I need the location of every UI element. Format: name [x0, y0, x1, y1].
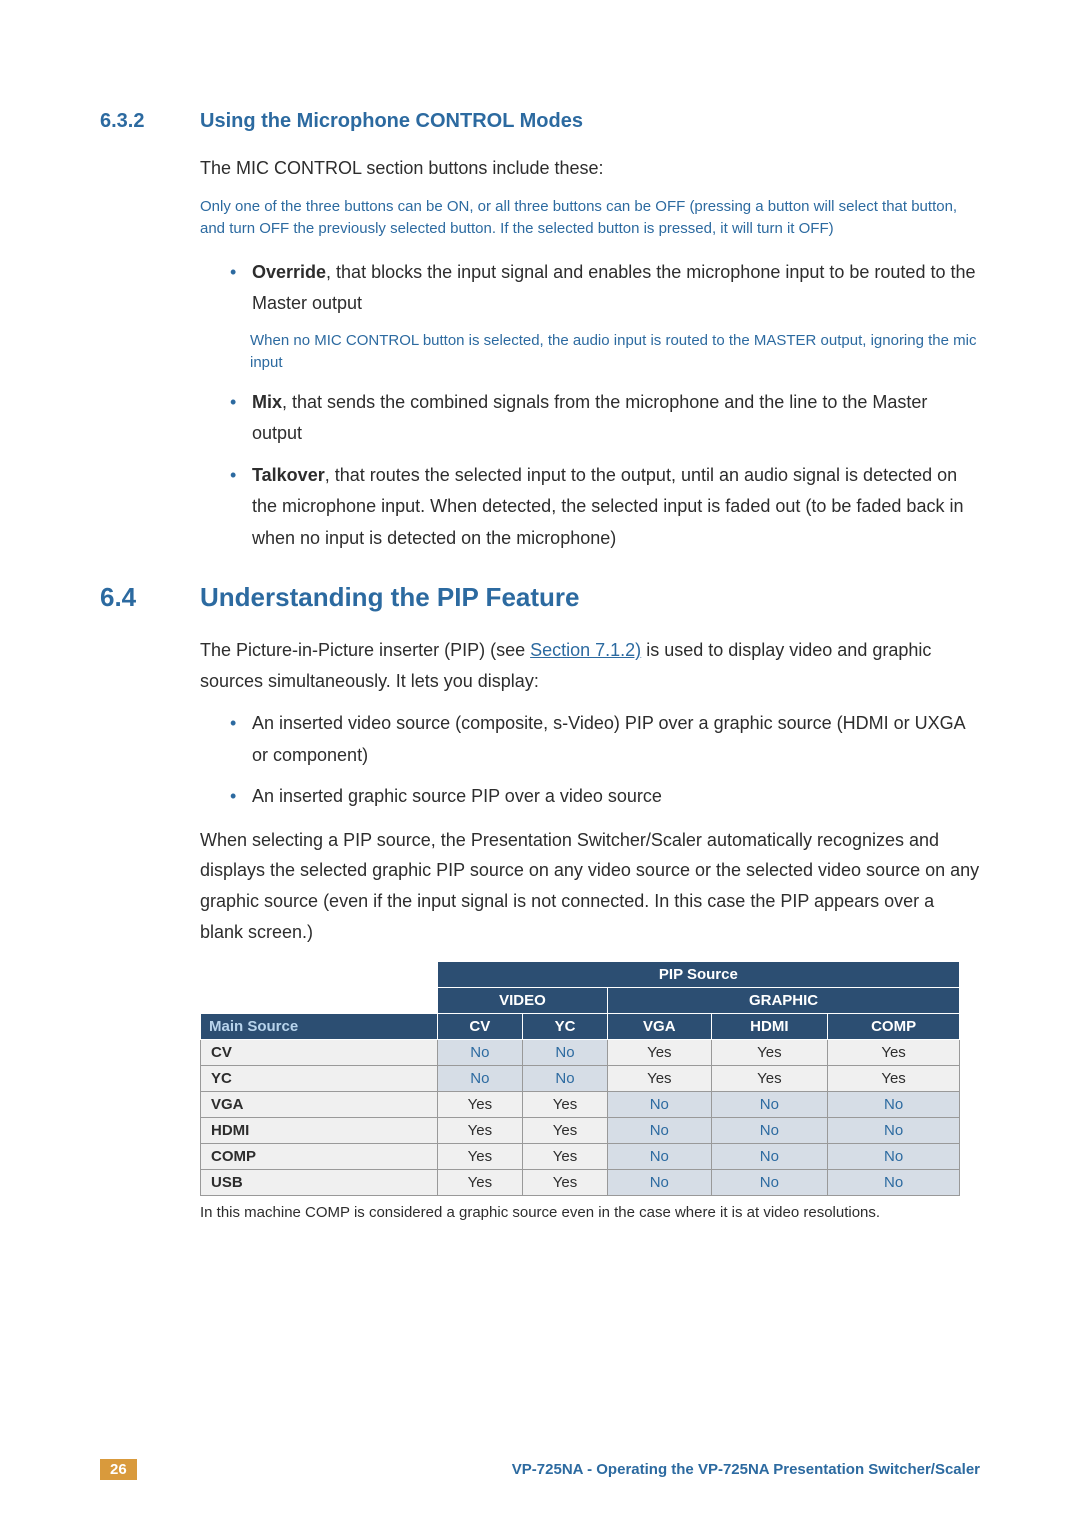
- col-header: YC: [522, 1014, 607, 1040]
- subsection-number: 6.3.2: [100, 110, 170, 133]
- col-header: VGA: [608, 1014, 711, 1040]
- pip-source-table: PIP Source VIDEO GRAPHIC Main Source CV …: [200, 961, 960, 1196]
- table-cell: Yes: [437, 1170, 522, 1196]
- row-header: USB: [201, 1170, 438, 1196]
- table-cell: No: [437, 1040, 522, 1066]
- table-cell: No: [608, 1170, 711, 1196]
- table-cell: No: [437, 1066, 522, 1092]
- table-cell: No: [522, 1040, 607, 1066]
- table-footnote: In this machine COMP is considered a gra…: [200, 1202, 980, 1223]
- col-header: HDMI: [711, 1014, 828, 1040]
- intro-text: The MIC CONTROL section buttons include …: [200, 153, 980, 184]
- section-link[interactable]: Section 7.1.2): [530, 640, 641, 660]
- table-cell: Yes: [608, 1066, 711, 1092]
- table-cell: No: [828, 1144, 960, 1170]
- pip-source-header: PIP Source: [437, 962, 959, 988]
- graphic-header: GRAPHIC: [608, 988, 960, 1014]
- table-cell: No: [828, 1092, 960, 1118]
- blank-cell: [201, 988, 438, 1014]
- table-cell: Yes: [608, 1040, 711, 1066]
- bullet-label: Talkover: [252, 465, 325, 485]
- page-number-badge: 26: [100, 1459, 137, 1480]
- intro-pre: The Picture-in-Picture inserter (PIP) (s…: [200, 640, 530, 660]
- table-cell: Yes: [828, 1040, 960, 1066]
- bullet-override: Override, that blocks the input signal a…: [230, 257, 980, 320]
- table-cell: No: [711, 1118, 828, 1144]
- section-number: 6.4: [100, 582, 170, 613]
- table-cell: Yes: [437, 1092, 522, 1118]
- table-cell: Yes: [711, 1040, 828, 1066]
- row-header: CV: [201, 1040, 438, 1066]
- blank-cell: [201, 962, 438, 988]
- bullet-text: , that sends the combined signals from t…: [252, 392, 927, 444]
- section-heading: 6.4 Understanding the PIP Feature: [100, 582, 980, 613]
- bullet-label: Mix: [252, 392, 282, 412]
- pip-bullets: An inserted video source (composite, s-V…: [230, 708, 980, 813]
- table-cell: Yes: [711, 1066, 828, 1092]
- mic-note: Only one of the three buttons can be ON,…: [200, 196, 980, 241]
- row-header: COMP: [201, 1144, 438, 1170]
- page-footer: 26 VP-725NA - Operating the VP-725NA Pre…: [100, 1459, 980, 1480]
- pip-intro: The Picture-in-Picture inserter (PIP) (s…: [200, 635, 980, 696]
- row-header: HDMI: [201, 1118, 438, 1144]
- pip-para2: When selecting a PIP source, the Present…: [200, 825, 980, 947]
- row-header: VGA: [201, 1092, 438, 1118]
- bullet-mix: Mix, that sends the combined signals fro…: [230, 387, 980, 450]
- table-cell: No: [828, 1170, 960, 1196]
- table-cell: Yes: [522, 1170, 607, 1196]
- table-cell: No: [828, 1118, 960, 1144]
- row-header: YC: [201, 1066, 438, 1092]
- table-cell: No: [711, 1170, 828, 1196]
- table-cell: Yes: [522, 1144, 607, 1170]
- subsection-title: Using the Microphone CONTROL Modes: [200, 110, 583, 133]
- col-header: CV: [437, 1014, 522, 1040]
- video-header: VIDEO: [437, 988, 607, 1014]
- section-title: Understanding the PIP Feature: [200, 582, 579, 613]
- table-cell: No: [608, 1118, 711, 1144]
- main-source-header: Main Source: [201, 1014, 438, 1040]
- table-cell: No: [711, 1144, 828, 1170]
- bullet-talkover: Talkover, that routes the selected input…: [230, 460, 980, 555]
- override-subnote: When no MIC CONTROL button is selected, …: [250, 330, 980, 375]
- table-cell: No: [711, 1092, 828, 1118]
- footer-title: VP-725NA - Operating the VP-725NA Presen…: [155, 1461, 980, 1478]
- mic-bullets: Override, that blocks the input signal a…: [230, 257, 980, 320]
- table-cell: Yes: [437, 1144, 522, 1170]
- table-cell: Yes: [828, 1066, 960, 1092]
- bullet-text: , that blocks the input signal and enabl…: [252, 262, 976, 314]
- table-cell: No: [608, 1092, 711, 1118]
- list-item: An inserted video source (composite, s-V…: [230, 708, 980, 771]
- col-header: COMP: [828, 1014, 960, 1040]
- bullet-label: Override: [252, 262, 326, 282]
- subsection-heading: 6.3.2 Using the Microphone CONTROL Modes: [100, 110, 980, 133]
- list-item: An inserted graphic source PIP over a vi…: [230, 781, 980, 813]
- bullet-text: , that routes the selected input to the …: [252, 465, 963, 548]
- table-cell: No: [608, 1144, 711, 1170]
- mic-bullets-2: Mix, that sends the combined signals fro…: [230, 387, 980, 555]
- table-cell: Yes: [522, 1092, 607, 1118]
- table-cell: No: [522, 1066, 607, 1092]
- table-cell: Yes: [437, 1118, 522, 1144]
- table-cell: Yes: [522, 1118, 607, 1144]
